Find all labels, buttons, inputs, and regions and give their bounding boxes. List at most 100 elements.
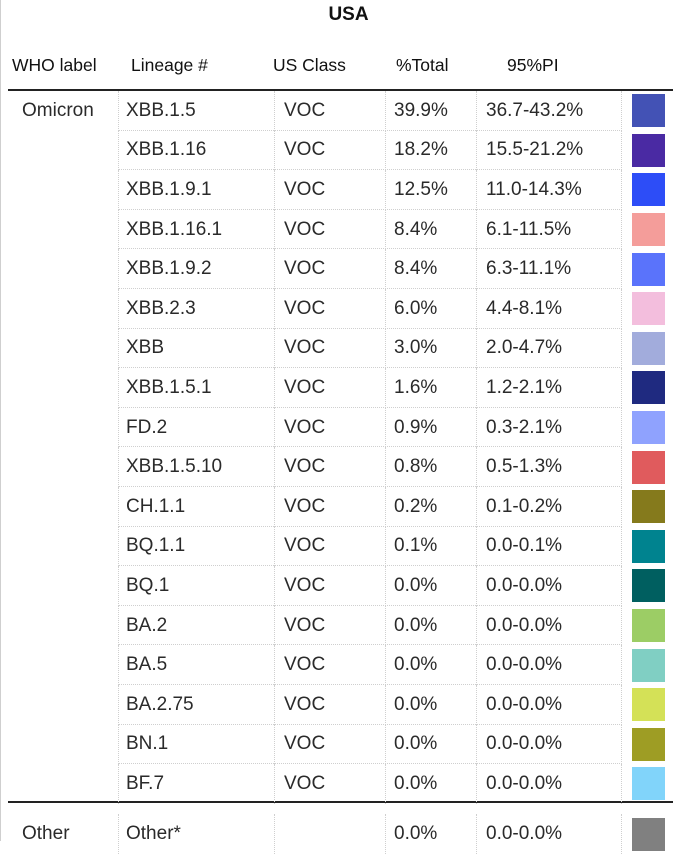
row-separator xyxy=(118,406,620,408)
lineage-color-swatch xyxy=(632,173,665,207)
table-title: USA xyxy=(328,4,369,25)
column-separator xyxy=(385,368,386,408)
column-separator xyxy=(476,685,477,725)
row-separator xyxy=(118,169,620,171)
column-separator xyxy=(476,814,477,854)
column-separator xyxy=(274,170,275,210)
lineage-color-swatch xyxy=(632,133,665,167)
table-row: XBB VOC 3.0% 2.0-4.7% xyxy=(0,328,697,369)
percent-total-cell: 6.0% xyxy=(394,297,438,319)
header-95-pi: 95%PI xyxy=(507,55,559,75)
column-separator xyxy=(118,526,119,567)
column-separator xyxy=(385,764,386,804)
percent-total-cell: 18.2% xyxy=(394,139,448,161)
pi-range-cell: 0.0-0.0% xyxy=(486,574,563,596)
percent-total-cell: 12.5% xyxy=(394,178,448,200)
column-separator xyxy=(118,289,119,329)
column-separator xyxy=(118,209,119,250)
lineage-cell: XBB xyxy=(126,337,165,359)
column-separator xyxy=(118,487,119,527)
percent-total-cell: 8.4% xyxy=(394,218,438,240)
column-separator xyxy=(476,289,477,329)
lineage-cell: BA.5 xyxy=(126,654,168,676)
column-separator xyxy=(621,289,622,329)
group-rule xyxy=(8,801,673,803)
column-separator xyxy=(385,487,386,527)
percent-total-cell: 1.6% xyxy=(394,376,438,398)
pi-range-cell: 0.0-0.0% xyxy=(486,772,563,794)
column-separator xyxy=(621,209,622,250)
pi-range-cell: 0.0-0.0% xyxy=(486,654,563,676)
us-class-cell: VOC xyxy=(284,99,326,121)
column-separator xyxy=(118,605,119,646)
column-separator xyxy=(274,447,275,487)
column-separator xyxy=(118,170,119,210)
column-separator xyxy=(385,814,386,854)
column-separator xyxy=(476,249,477,289)
column-separator xyxy=(274,724,275,765)
pi-range-cell: 0.5-1.3% xyxy=(486,456,563,478)
percent-total-cell: 0.0% xyxy=(394,823,438,845)
row-separator xyxy=(118,248,620,250)
table-row: BA.5 VOC 0.0% 0.0-0.0% xyxy=(0,645,697,685)
column-separator xyxy=(621,526,622,567)
column-separator xyxy=(621,724,622,765)
header-lineage: Lineage # xyxy=(131,55,208,75)
column-separator xyxy=(476,368,477,408)
column-separator xyxy=(118,328,119,369)
lineage-color-swatch xyxy=(632,450,665,484)
column-separator xyxy=(274,645,275,685)
lineage-color-swatch xyxy=(632,371,665,405)
pi-range-cell: 0.3-2.1% xyxy=(486,416,563,438)
lineage-cell: BQ.1.1 xyxy=(126,535,186,557)
table-row: XBB.1.5.10 VOC 0.8% 0.5-1.3% xyxy=(0,447,697,487)
percent-total-cell: 8.4% xyxy=(394,258,438,280)
percent-total-cell: 39.9% xyxy=(394,99,448,121)
who-label-cell: Other xyxy=(22,823,70,845)
header-who-label: WHO label xyxy=(12,55,97,75)
lineage-cell: BF.7 xyxy=(126,772,165,794)
us-class-cell: VOC xyxy=(284,376,326,398)
column-separator xyxy=(621,130,622,171)
column-separator xyxy=(385,605,386,646)
table-row: XBB.1.9.1 VOC 12.5% 11.0-14.3% xyxy=(0,170,697,210)
column-separator xyxy=(274,764,275,804)
column-separator xyxy=(476,91,477,131)
lineage-cell: CH.1.1 xyxy=(126,495,186,517)
us-class-cell: VOC xyxy=(284,535,326,557)
header-us-class: US Class xyxy=(273,55,346,75)
percent-total-cell: 0.0% xyxy=(394,654,438,676)
column-separator xyxy=(274,526,275,567)
column-separator xyxy=(118,724,119,765)
column-separator xyxy=(274,91,275,131)
row-separator xyxy=(118,525,620,527)
pi-range-cell: 2.0-4.7% xyxy=(486,337,563,359)
column-separator xyxy=(274,487,275,527)
us-class-cell: VOC xyxy=(284,139,326,161)
pi-range-cell: 11.0-14.3% xyxy=(486,178,582,200)
lineage-color-swatch xyxy=(632,411,665,445)
row-separator xyxy=(118,683,620,685)
column-separator xyxy=(274,249,275,289)
table-row: BN.1 VOC 0.0% 0.0-0.0% xyxy=(0,724,697,765)
table-row: XBB.2.3 VOC 6.0% 4.4-8.1% xyxy=(0,289,697,329)
column-separator xyxy=(476,566,477,606)
header-percent-total: %Total xyxy=(396,55,449,75)
column-separator xyxy=(118,814,119,854)
lineage-cell: BQ.1 xyxy=(126,574,170,596)
column-separator xyxy=(621,814,622,854)
lineage-cell: XBB.1.9.2 xyxy=(126,258,212,280)
lineage-cell: Other* xyxy=(126,823,181,845)
column-separator xyxy=(385,645,386,685)
left-border xyxy=(0,0,1,841)
column-separator xyxy=(274,209,275,250)
column-separator xyxy=(118,447,119,487)
pi-range-cell: 36.7-43.2% xyxy=(486,99,584,121)
us-class-cell: VOC xyxy=(284,218,326,240)
column-separator xyxy=(118,368,119,408)
percent-total-cell: 0.0% xyxy=(394,693,438,715)
column-separator xyxy=(476,526,477,567)
us-class-cell: VOC xyxy=(284,693,326,715)
lineage-color-swatch xyxy=(632,529,665,563)
column-separator xyxy=(476,447,477,487)
